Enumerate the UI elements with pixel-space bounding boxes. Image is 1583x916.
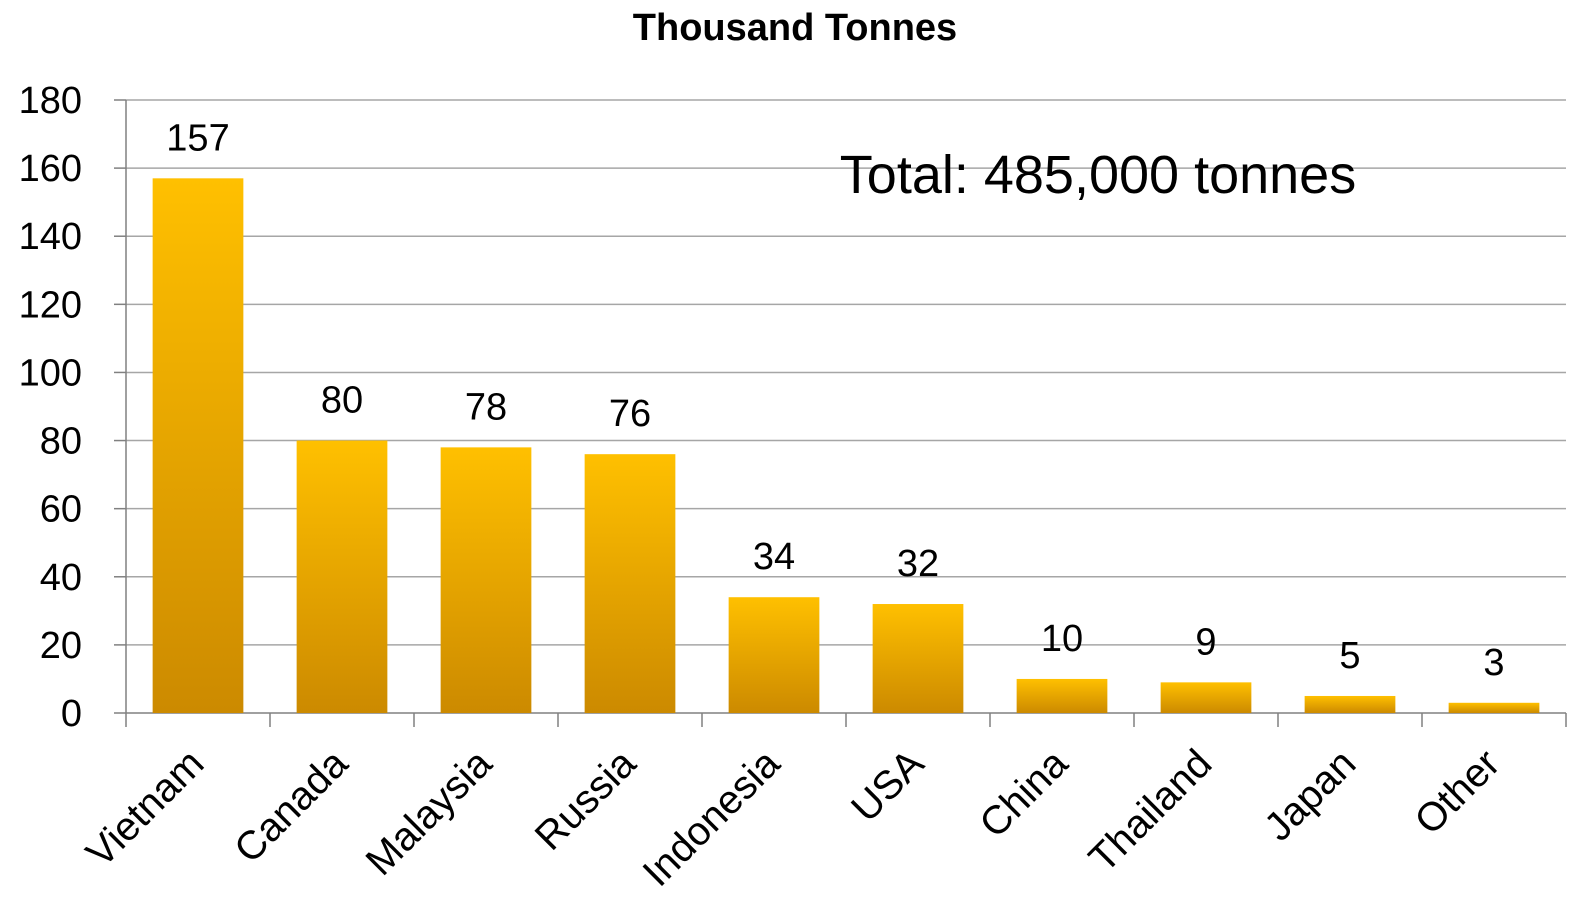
x-category-label: Japan xyxy=(1256,741,1364,849)
data-label: 157 xyxy=(166,117,229,159)
y-axis-tick-labels: 0 20 40 60 80 100 120 140 160 180 xyxy=(19,80,82,735)
y-tick-label: 180 xyxy=(19,80,82,122)
bar-usa xyxy=(872,604,964,713)
bar-japan xyxy=(1304,695,1396,713)
bar-china xyxy=(1016,678,1108,713)
data-label: 34 xyxy=(753,536,795,578)
y-tick-label: 80 xyxy=(40,421,82,463)
x-category-label: USA xyxy=(843,741,932,830)
x-category-label: Vietnam xyxy=(78,741,212,875)
bar-malaysia xyxy=(440,447,532,713)
data-label: 76 xyxy=(609,393,651,435)
bar-canada xyxy=(296,440,388,713)
x-category-label: China xyxy=(971,741,1077,847)
y-tick-label: 140 xyxy=(19,216,82,258)
bar-other xyxy=(1448,702,1540,713)
x-category-label: Thailand xyxy=(1081,741,1221,881)
x-category-label: Indonesia xyxy=(635,741,789,895)
bar-vietnam xyxy=(152,178,244,714)
y-tick-label: 60 xyxy=(40,489,82,531)
data-label: 32 xyxy=(897,543,939,585)
x-category-label: Canada xyxy=(226,741,357,872)
bar-russia xyxy=(584,454,676,713)
y-tick-label: 100 xyxy=(19,352,82,394)
x-category-label: Malaysia xyxy=(358,741,501,884)
bar-indonesia xyxy=(728,597,820,713)
total-annotation: Total: 485,000 tonnes xyxy=(840,145,1356,205)
x-category-label: Other xyxy=(1407,741,1509,843)
data-label: 80 xyxy=(321,380,363,422)
y-tick-label: 160 xyxy=(19,148,82,190)
y-tick-label: 0 xyxy=(61,693,82,735)
y-tick-label: 20 xyxy=(40,625,82,667)
data-label: 10 xyxy=(1041,618,1083,660)
data-label: 5 xyxy=(1339,635,1360,677)
x-category-label: Russia xyxy=(527,741,645,859)
data-label: 9 xyxy=(1195,621,1216,663)
bars xyxy=(152,178,1540,714)
y-tick-label: 120 xyxy=(19,284,82,326)
data-label: 78 xyxy=(465,386,507,428)
data-label: 3 xyxy=(1483,642,1504,684)
chart-title: Thousand Tonnes xyxy=(633,7,957,49)
bar-thailand xyxy=(1160,682,1252,713)
y-tick-label: 40 xyxy=(40,557,82,599)
data-labels: 157 80 78 76 34 32 10 9 5 3 xyxy=(166,117,1504,683)
